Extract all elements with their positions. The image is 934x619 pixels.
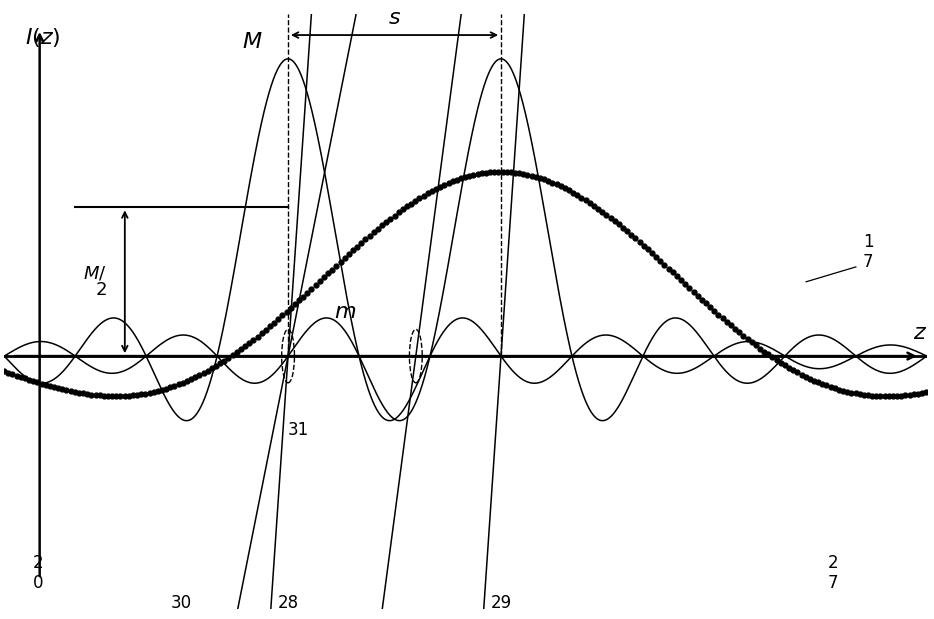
Text: 2
0: 2 0 <box>33 553 43 592</box>
Text: $M$: $M$ <box>242 31 262 53</box>
Text: $I(z)$: $I(z)$ <box>25 26 61 49</box>
Text: 31: 31 <box>288 422 309 439</box>
Text: 29: 29 <box>490 594 512 612</box>
Text: 1
7: 1 7 <box>863 233 873 272</box>
Text: $m$: $m$ <box>333 301 356 323</box>
Text: $s$: $s$ <box>388 7 401 29</box>
Text: 28: 28 <box>277 594 299 612</box>
Text: 30: 30 <box>171 594 192 612</box>
Text: $z$: $z$ <box>913 322 927 344</box>
Text: 2
7: 2 7 <box>828 553 838 592</box>
Text: $M/$
$2$: $M/$ $2$ <box>83 264 107 299</box>
